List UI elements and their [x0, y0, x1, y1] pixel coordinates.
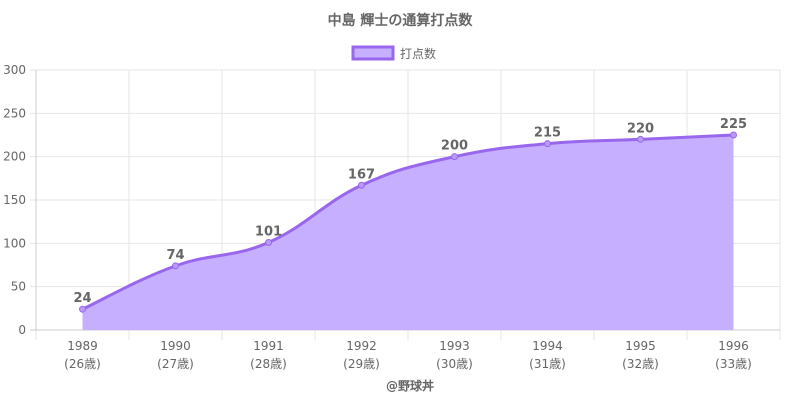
- x-tick-label: 1991: [253, 339, 284, 353]
- data-label: 220: [627, 121, 654, 136]
- data-label: 215: [534, 126, 561, 141]
- data-label: 225: [720, 117, 747, 132]
- data-point[interactable]: [358, 181, 365, 189]
- x-tick-label: 1996: [718, 339, 749, 353]
- x-tick-label: 1993: [439, 339, 470, 353]
- series: [81, 133, 734, 330]
- data-point[interactable]: [544, 140, 551, 148]
- x-tick-label: 1992: [346, 339, 377, 353]
- x-tick-label: 1995: [625, 339, 656, 353]
- data-point[interactable]: [637, 135, 644, 143]
- chart-title: 中島 輝士の通算打点数: [328, 12, 474, 29]
- x-tick-sublabel: (30歳): [436, 357, 473, 371]
- x-tick-sublabel: (33歳): [715, 357, 752, 371]
- data-point[interactable]: [265, 238, 272, 246]
- x-tick-sublabel: (32歳): [622, 357, 659, 371]
- data-point[interactable]: [451, 153, 458, 161]
- x-tick-label: 1989: [67, 339, 98, 353]
- series-area: [82, 135, 734, 330]
- data-point[interactable]: [172, 262, 179, 270]
- y-tick-label: 0: [18, 323, 26, 337]
- y-tick-label: 300: [3, 63, 26, 77]
- x-tick-sublabel: (26歳): [64, 357, 101, 371]
- credit-text: @野球丼: [386, 378, 434, 393]
- x-tick-sublabel: (28歳): [250, 357, 287, 371]
- x-tick-sublabel: (29歳): [343, 357, 380, 371]
- x-axis: 1989 (26歳) 1990 (27歳) 1991 (28歳) 1992 (29歳) 1993…: [30, 329, 780, 371]
- y-tick-label: 150: [3, 193, 26, 207]
- data-points: [79, 131, 737, 313]
- y-tick-label: 200: [3, 150, 26, 164]
- data-label: 167: [348, 167, 375, 182]
- x-tick-sublabel: (27歳): [157, 357, 194, 371]
- legend-swatch: [351, 45, 395, 61]
- data-label: 24: [73, 291, 91, 306]
- data-label: 74: [166, 248, 184, 263]
- legend[interactable]: 打点数: [351, 45, 436, 61]
- series-line: [81, 133, 734, 311]
- x-tick-label: 1990: [160, 339, 191, 353]
- y-tick-label: 250: [3, 106, 26, 120]
- data-label: 200: [441, 139, 468, 154]
- y-tick-label: 50: [11, 280, 26, 294]
- x-tick-sublabel: (31歳): [529, 357, 566, 371]
- y-tick-label: 100: [3, 236, 26, 250]
- data-point[interactable]: [730, 131, 737, 139]
- y-axis: 0 50 100 150 200 250 300: [3, 63, 37, 337]
- legend-label: 打点数: [400, 46, 436, 61]
- data-point[interactable]: [79, 305, 86, 313]
- x-tick-label: 1994: [532, 339, 563, 353]
- data-labels: 24 74 101 167 200 215 220 225: [73, 117, 747, 306]
- data-label: 101: [255, 224, 282, 239]
